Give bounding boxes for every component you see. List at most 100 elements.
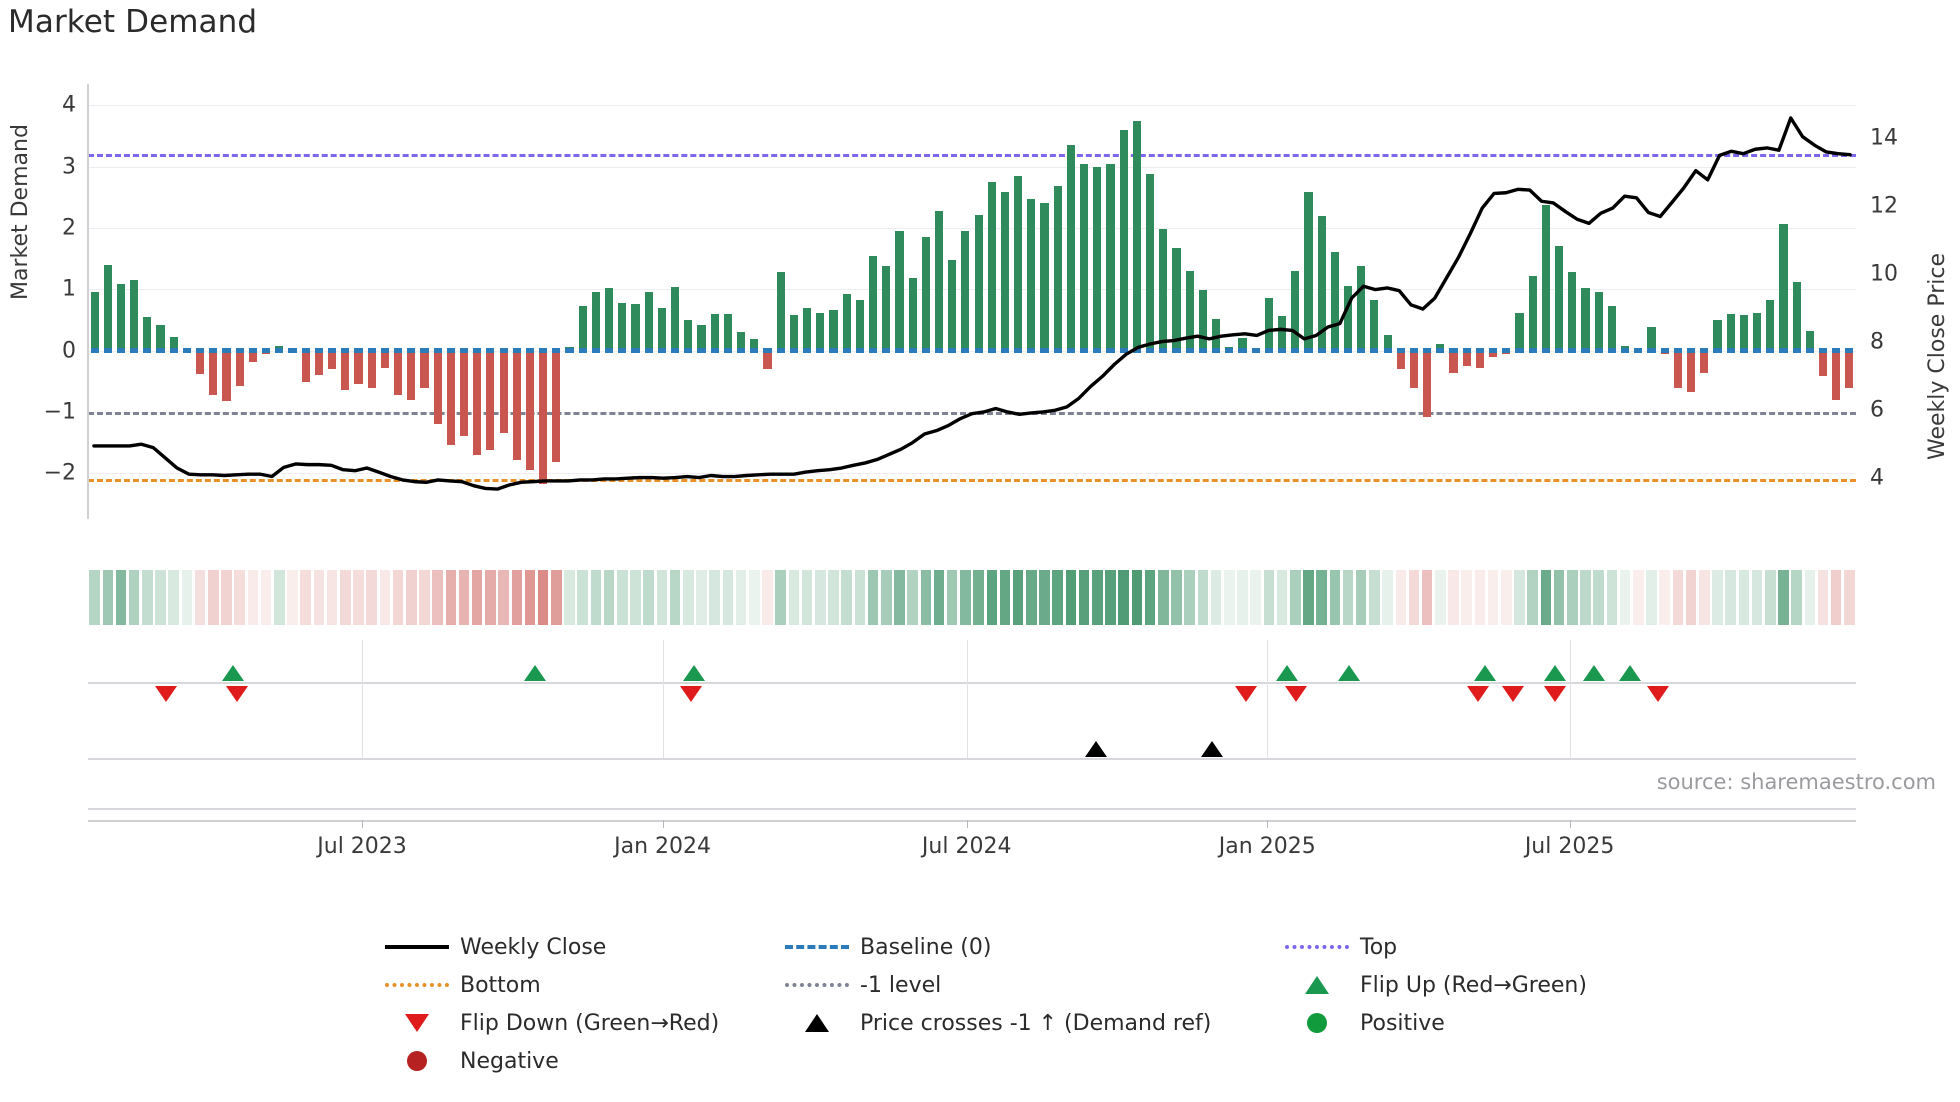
- heatmap-cell: [1580, 570, 1591, 625]
- demand-bar: [829, 310, 838, 351]
- baseline-marker: [644, 348, 653, 353]
- heatmap-cell: [300, 570, 311, 625]
- demand-bar: [103, 264, 112, 351]
- heatmap-cell: [247, 570, 259, 625]
- baseline-marker: [1093, 348, 1102, 353]
- demand-bar: [618, 302, 627, 351]
- x-axis-tick-mark: [362, 820, 364, 828]
- dotted-purple-line-icon: [1280, 935, 1354, 959]
- baseline-marker: [1343, 348, 1353, 353]
- heatmap-cell: [1237, 570, 1248, 625]
- baseline-marker: [1502, 348, 1511, 353]
- baseline-marker: [1766, 348, 1775, 353]
- baseline-marker: [1673, 348, 1682, 353]
- gridline: [88, 473, 1856, 475]
- baseline-marker: [684, 348, 693, 353]
- legend-item-bottom[interactable]: Bottom: [380, 966, 541, 1004]
- heatmap-cell: [181, 570, 193, 625]
- baseline-marker: [1277, 348, 1287, 353]
- baseline-marker: [1357, 348, 1366, 353]
- legend-item-top[interactable]: Top: [1280, 928, 1397, 966]
- baseline-marker: [1211, 348, 1221, 353]
- baseline-marker: [908, 348, 917, 353]
- price-cross-minus1-marker: [1201, 741, 1224, 757]
- heatmap-cell: [1184, 570, 1195, 625]
- legend-item-price-crosses-1-demand-ref[interactable]: Price crosses -1 ↑ (Demand ref): [780, 1004, 1211, 1042]
- x-axis-tick-mark: [1569, 820, 1571, 828]
- baseline-marker: [196, 348, 205, 353]
- x-axis-tick-mark: [1267, 820, 1269, 828]
- y-axis-right-tick-label: 14: [1870, 125, 1898, 151]
- legend-item-1-level[interactable]: -1 level: [780, 966, 941, 1004]
- heatmap-cell: [801, 570, 813, 625]
- baseline-marker: [1172, 348, 1181, 353]
- baseline-marker: [1317, 348, 1326, 353]
- dotted-orange-line-icon: [380, 973, 454, 997]
- y-axis-left-tick-label: 4: [62, 92, 76, 118]
- demand-bar: [934, 210, 944, 351]
- chart-legend: Weekly Close Baseline (0) Top Bottom -1 leve…: [380, 928, 1880, 1080]
- demand-bar: [1581, 288, 1590, 351]
- legend-item-negative[interactable]: Negative: [380, 1042, 559, 1080]
- heatmap-cell: [1567, 570, 1578, 625]
- baseline-marker: [1291, 348, 1300, 353]
- demand-bar: [1291, 270, 1300, 351]
- demand-bar: [1238, 338, 1247, 351]
- heatmap-cell: [1012, 570, 1024, 625]
- red-dot-glyph: [407, 1051, 427, 1071]
- demand-bar: [433, 350, 442, 425]
- x-axis-tick-mark: [662, 820, 664, 828]
- dashed-blue-line-icon: [780, 935, 854, 959]
- legend-item-positive[interactable]: Positive: [1280, 1004, 1445, 1042]
- demand-bar: [1370, 300, 1379, 351]
- heatmap-cell: [1276, 570, 1288, 625]
- baseline-marker: [1489, 348, 1498, 353]
- demand-bar: [591, 292, 601, 351]
- legend-label: Weekly Close: [460, 934, 607, 960]
- y-axis-left-spine: [87, 84, 89, 519]
- heatmap-cell: [1553, 570, 1565, 625]
- marker-rule: [88, 682, 1856, 684]
- legend-item-weekly-close[interactable]: Weekly Close: [380, 928, 606, 966]
- baseline-marker: [341, 348, 350, 353]
- demand-bar: [116, 284, 126, 351]
- legend-item-flip-up-red-green[interactable]: Flip Up (Red→Green): [1280, 966, 1587, 1004]
- baseline-marker: [882, 348, 891, 353]
- baseline-marker: [1515, 348, 1524, 353]
- heatmap-cell: [1395, 570, 1407, 625]
- y-axis-left-label: Market Demand: [8, 124, 33, 300]
- demand-bar: [90, 292, 99, 351]
- heatmap-cell: [1408, 570, 1420, 625]
- baseline-marker: [842, 348, 851, 353]
- demand-bar: [1106, 163, 1115, 351]
- heatmap-cell: [920, 570, 932, 625]
- baseline-marker: [618, 348, 627, 353]
- heatmap-cell: [986, 570, 998, 625]
- baseline-marker: [1621, 348, 1630, 353]
- y-axis-right-tick-label: 6: [1870, 397, 1884, 423]
- demand-bar: [1436, 344, 1445, 351]
- legend-item-flip-down-green-red[interactable]: Flip Down (Green→Red): [380, 1004, 719, 1042]
- demand-bar: [459, 350, 469, 437]
- y-axis-left-tick-label: 2: [62, 215, 76, 241]
- demand-bar: [341, 350, 350, 391]
- legend-item-baseline-0[interactable]: Baseline (0): [780, 928, 991, 966]
- heatmap-cell: [1303, 570, 1314, 625]
- solid-black-line-icon: [380, 935, 454, 959]
- demand-bar: [1053, 186, 1062, 351]
- gridline: [88, 105, 1856, 107]
- baseline-marker: [1779, 348, 1788, 353]
- demand-bar: [1211, 318, 1221, 351]
- heatmap-cell: [234, 570, 245, 625]
- heatmap-cell: [366, 570, 377, 625]
- baseline-marker: [1462, 348, 1471, 353]
- heatmap-cell: [1092, 570, 1103, 625]
- demand-bar: [578, 306, 587, 351]
- heatmap-cell: [1316, 570, 1327, 625]
- x-axis-tick-mark: [966, 820, 968, 828]
- heatmap-cell: [590, 570, 602, 625]
- heatmap-cell: [1514, 570, 1525, 625]
- heatmap-cell: [89, 570, 100, 625]
- marker-guide-tick: [966, 640, 968, 758]
